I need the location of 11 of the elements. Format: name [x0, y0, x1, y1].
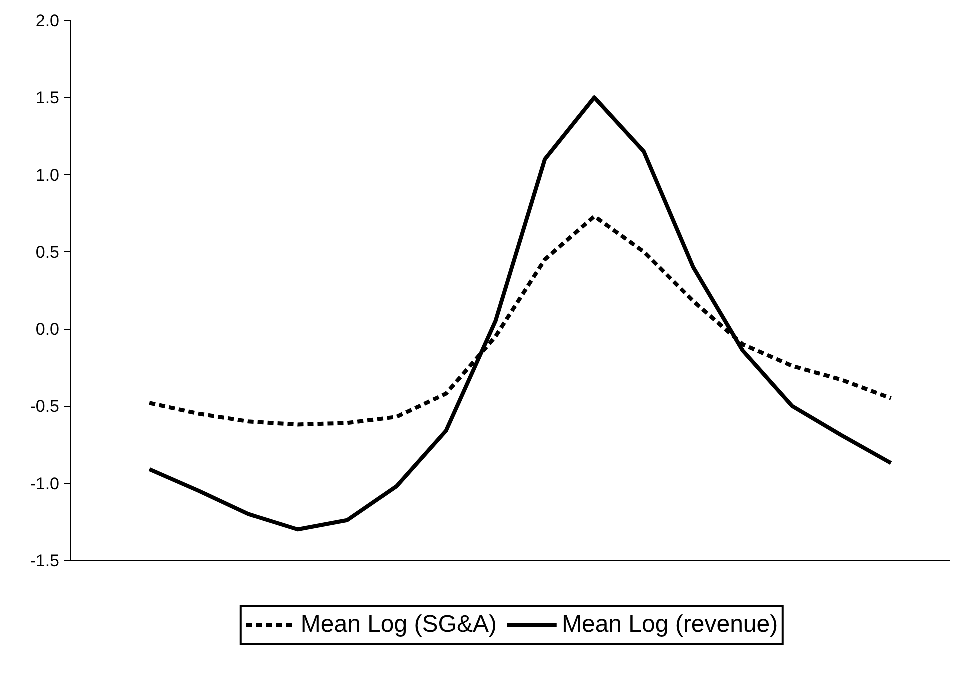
y-tick-label: -1.0 — [30, 474, 60, 494]
line-series — [148, 96, 894, 532]
legend-label: Mean Log (SG&A) — [300, 611, 497, 639]
legend-label: Mean Log (revenue) — [562, 611, 778, 639]
y-tick-label: 1.5 — [36, 88, 60, 108]
y-tick-label: -0.5 — [30, 397, 60, 416]
y-tick-label: 1.0 — [36, 166, 60, 185]
y-tick-label: 0.5 — [36, 242, 60, 262]
y-tick-label: 0.0 — [36, 320, 60, 340]
y-tick-label: -1.5 — [30, 552, 60, 570]
y-tick-label: 2.0 — [36, 12, 60, 30]
